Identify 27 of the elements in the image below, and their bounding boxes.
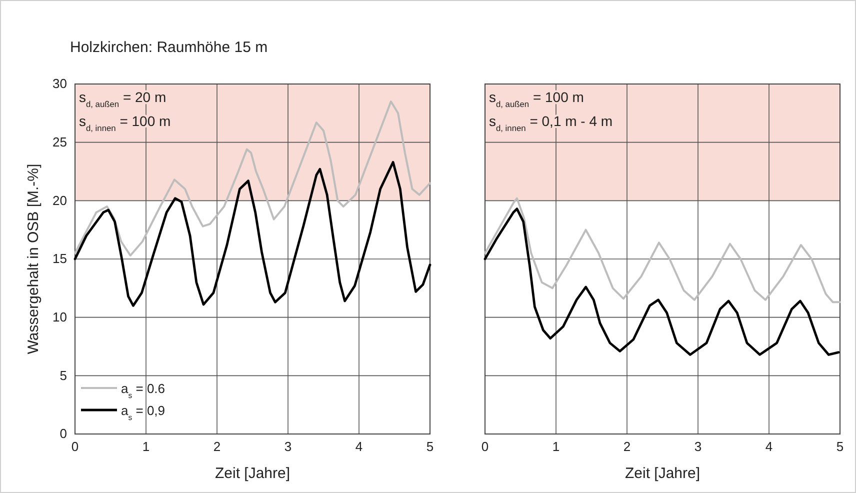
y-tick-label: 20: [52, 192, 67, 208]
legend-label: a$_{s}$ = 0,9: [121, 403, 166, 422]
line-series: [74, 100, 431, 256]
x-tick-label: 0: [71, 439, 79, 454]
x-axis-title: Zeit [Jahre]: [624, 465, 700, 482]
line-series: [74, 160, 432, 307]
y-tick-label: 30: [52, 76, 67, 92]
y-tick-label: 15: [52, 251, 67, 266]
y-axis-title: Wassergehalt in OSB [M.-%]: [25, 164, 42, 354]
y-tick-label: 0: [60, 426, 67, 442]
y-tick-label: 5: [60, 368, 67, 383]
x-tick-label: 4: [355, 439, 363, 454]
x-tick-label: 5: [836, 439, 844, 454]
chart-title: Holzkirchen: Raumhöhe 15 m: [70, 39, 268, 56]
x-tick-label: 4: [765, 439, 773, 454]
x-tick-label: 3: [284, 439, 292, 454]
legend-label: a$_{s}$ = 0.6: [121, 381, 166, 400]
y-tick-label: 25: [52, 134, 67, 150]
x-tick-label: 3: [694, 439, 702, 454]
x-tick-label: 0: [481, 439, 489, 454]
x-tick-label: 2: [213, 439, 221, 454]
x-tick-label: 1: [552, 439, 560, 454]
y-tick-label: 10: [52, 309, 67, 324]
x-tick-label: 5: [426, 439, 434, 454]
x-axis-title: Zeit [Jahre]: [214, 465, 290, 482]
x-tick-label: 1: [142, 439, 150, 454]
x-tick-label: 2: [623, 439, 631, 454]
